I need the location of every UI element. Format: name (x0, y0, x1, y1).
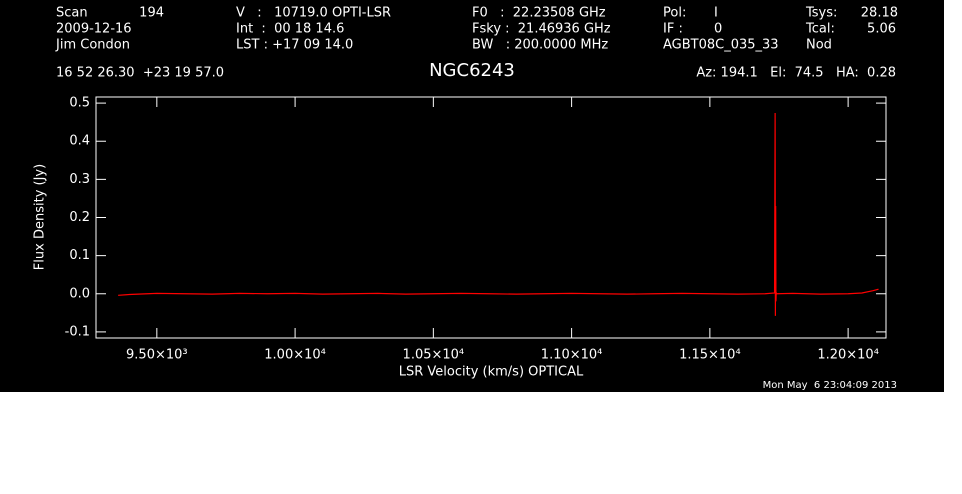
x-tick-label: 1.20×10⁴ (817, 348, 879, 363)
tsys: 28.18 (861, 6, 898, 21)
scan-label: Scan (56, 6, 88, 21)
y-tick-label: 0.4 (69, 134, 90, 149)
tsys-label: Tsys: (805, 6, 837, 21)
timestamp: Mon May 6 23:04:09 2013 (763, 380, 897, 391)
pol: I (714, 6, 718, 21)
x-axis-label: LSR Velocity (km/s) OPTICAL (399, 365, 584, 380)
pointing: Az: 194.1 El: 74.5 HA: 0.28 (696, 66, 896, 81)
x-tick-label: 1.10×10⁴ (541, 348, 603, 363)
lst: LST : +17 09 14.0 (236, 38, 353, 53)
if-label: IF : (663, 22, 683, 37)
tcal-label: Tcal: (805, 22, 835, 37)
pol-label: Pol: (663, 6, 686, 21)
observer: Jim Condon (55, 38, 130, 53)
y-axis-label: Flux Density (Jy) (33, 164, 48, 270)
f0: F0 : 22.23508 GHz (472, 6, 606, 21)
y-tick-label: 0.0 (69, 286, 90, 301)
int-time: Int : 00 18 14.6 (236, 22, 344, 37)
date: 2009-12-16 (56, 22, 132, 37)
y-tick-label: 0.2 (69, 210, 90, 225)
chart-title: NGC6243 (429, 60, 515, 81)
fsky: Fsky : 21.46936 GHz (472, 22, 611, 37)
plot-background (0, 0, 944, 392)
spectrum-line (118, 113, 879, 316)
y-tick-label: 0.5 (69, 96, 90, 111)
y-tick-label: 0.1 (69, 248, 90, 263)
y-tick-label: 0.3 (69, 172, 90, 187)
velocity: V : 10719.0 OPTI-LSR (236, 6, 391, 21)
x-tick-label: 1.00×10⁴ (264, 348, 326, 363)
scan: 194 (139, 6, 164, 21)
tcal: 5.06 (867, 22, 896, 37)
if: 0 (714, 22, 722, 37)
mode: Nod (806, 38, 832, 53)
y-tick-label: -0.1 (65, 324, 90, 339)
x-tick-label: 1.15×10⁴ (679, 348, 741, 363)
x-tick-label: 1.05×10⁴ (403, 348, 465, 363)
project: AGBT08C_035_33 (663, 38, 779, 53)
bw: BW : 200.0000 MHz (472, 38, 608, 53)
x-tick-label: 9.50×10³ (126, 348, 188, 363)
coords: 16 52 26.30 +23 19 57.0 (56, 66, 224, 81)
